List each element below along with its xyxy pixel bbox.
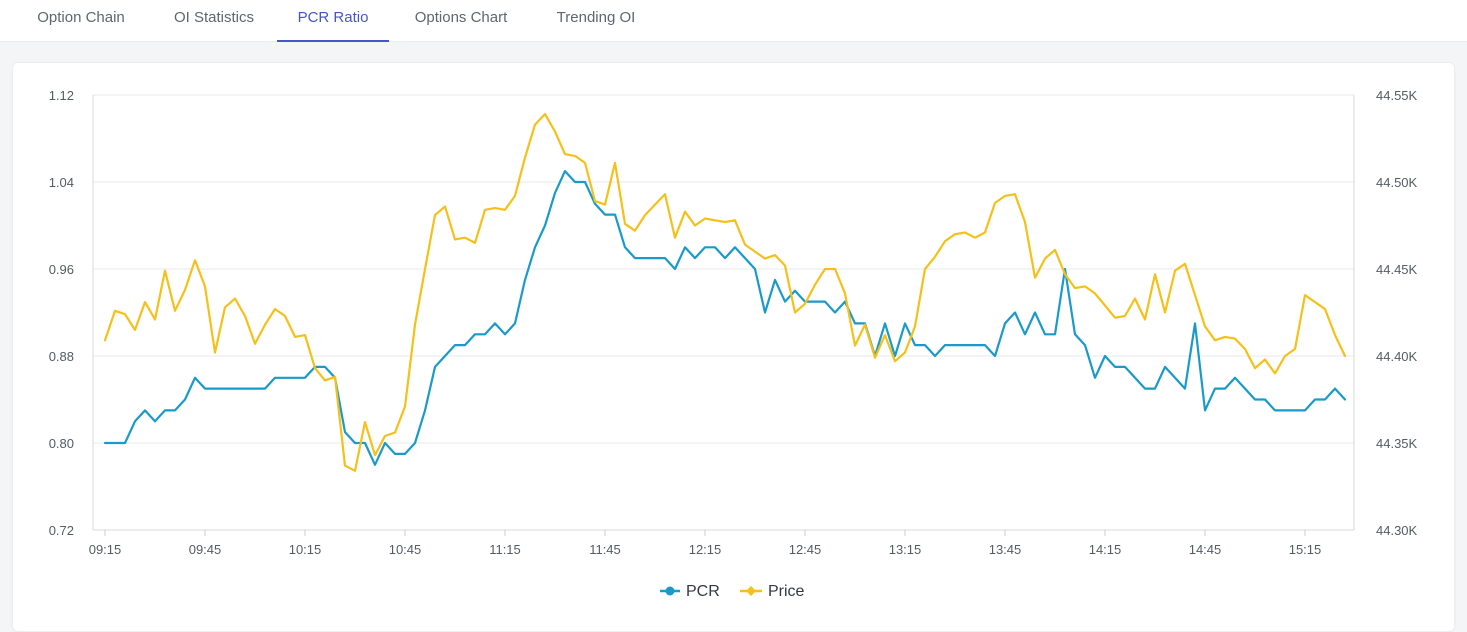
tab-trending-oi[interactable]: Trending OI	[556, 9, 636, 26]
tab-options-chart[interactable]: Options Chart	[414, 9, 508, 26]
x-tick-label: 15:15	[1289, 542, 1322, 557]
x-tick-label: 12:45	[789, 542, 822, 557]
x-tick-label: 14:45	[1189, 542, 1222, 557]
y-right-tick-label: 44.50K	[1376, 175, 1418, 190]
y-left-tick-label: 0.88	[49, 349, 74, 364]
y-right-tick-label: 44.40K	[1376, 349, 1418, 364]
x-tick-label: 13:15	[889, 542, 922, 557]
legend-item-pcr[interactable]: PCR	[660, 583, 720, 600]
tab-oi-statistics[interactable]: OI Statistics	[173, 9, 255, 26]
y-right-tick-label: 44.30K	[1376, 523, 1418, 538]
x-tick-label: 09:15	[89, 542, 122, 557]
series-lines	[103, 112, 1347, 472]
y-left-tick-label: 0.80	[49, 436, 74, 451]
x-tick-label: 12:15	[689, 542, 722, 557]
chart-card	[12, 62, 1455, 632]
x-tick-label: 09:45	[189, 542, 222, 557]
axes: 0.72 0.80 0.88 0.96 1.04 1.12 44.30K 44.35K 44.4…	[49, 88, 1418, 557]
y-left-tick-label: 1.12	[49, 88, 74, 103]
series-line-price	[103, 112, 1347, 472]
x-tick-label: 13:45	[989, 542, 1022, 557]
legend-price-label: Price	[768, 583, 805, 600]
x-tick-label: 10:45	[389, 542, 422, 557]
legend-price-marker	[746, 586, 756, 596]
legend[interactable]: PCR Price	[660, 583, 805, 600]
x-tick-label: 11:45	[589, 542, 621, 557]
x-tick-label: 11:15	[489, 542, 521, 557]
x-tick-label: 14:15	[1089, 542, 1122, 557]
y-left-tick-label: 0.96	[49, 262, 74, 277]
y-right-tick-label: 44.35K	[1376, 436, 1418, 451]
tab-bar: Option Chain OI Statistics PCR Ratio Opt…	[0, 0, 1467, 42]
y-left-tick-label: 1.04	[49, 175, 74, 190]
tab-option-chain[interactable]: Option Chain	[37, 9, 125, 26]
series-line-pcr	[103, 170, 1347, 466]
legend-pcr-marker	[665, 586, 675, 596]
pcr-price-chart: 0.72 0.80 0.88 0.96 1.04 1.12 44.30K 44.35K 44.4…	[49, 88, 1418, 600]
x-tick-label: 10:15	[289, 542, 322, 557]
legend-pcr-label: PCR	[686, 583, 720, 600]
y-right-tick-label: 44.45K	[1376, 262, 1418, 277]
y-left-tick-label: 0.72	[49, 523, 74, 538]
legend-item-price[interactable]: Price	[740, 583, 805, 600]
y-right-tick-label: 44.55K	[1376, 88, 1418, 103]
tab-pcr-ratio[interactable]: PCR Ratio	[277, 0, 389, 42]
